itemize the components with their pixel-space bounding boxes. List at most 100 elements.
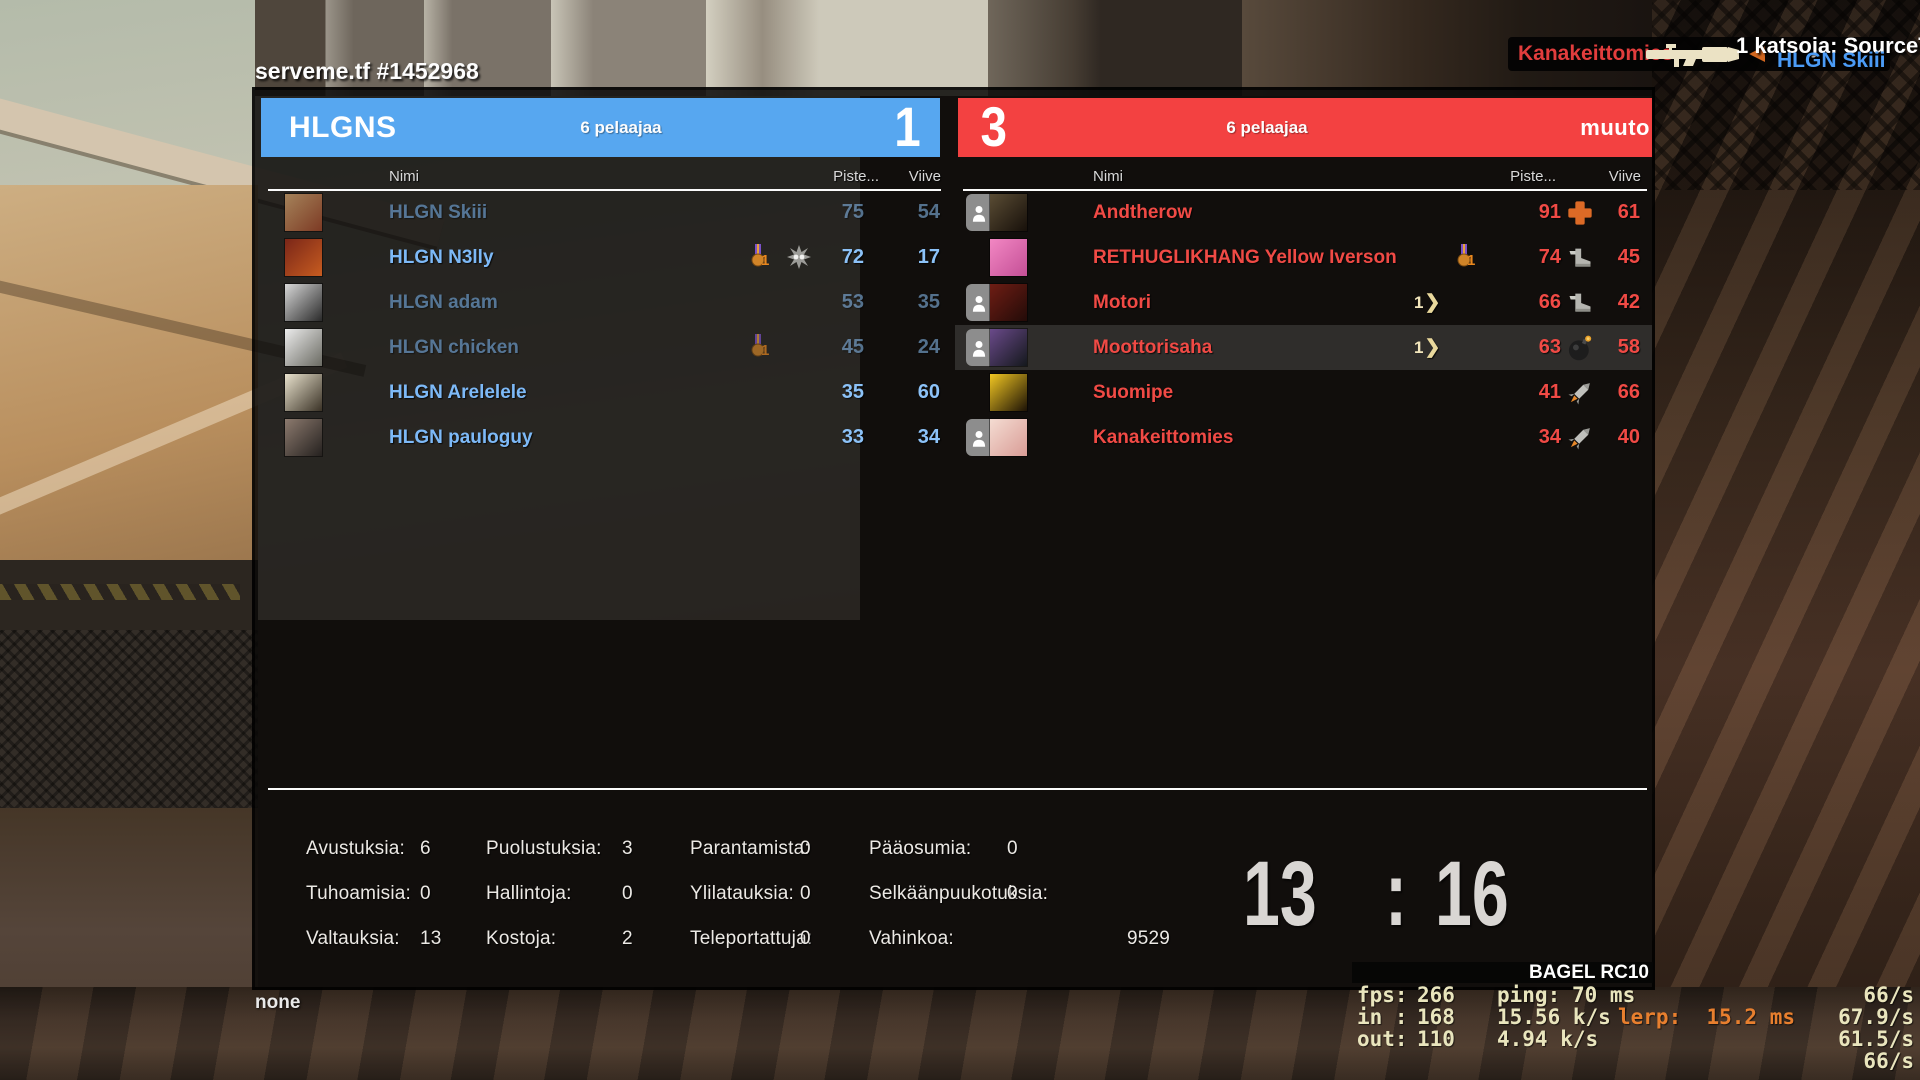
player-row[interactable]: HLGN adam 53 35 bbox=[255, 280, 954, 325]
player-name: Suomipe bbox=[1093, 382, 1174, 403]
netgraph-rate-3: 61.5/s bbox=[1838, 1027, 1914, 1051]
blu-score: 1 bbox=[894, 98, 921, 157]
netgraph-lerp: lerp: 15.2 ms bbox=[1618, 1005, 1796, 1029]
column-header-ping-red: Viive bbox=[1608, 168, 1641, 185]
domination-count: 1 bbox=[1414, 338, 1424, 357]
stat-label: Parantamista: bbox=[690, 838, 810, 859]
stat-value: 2 bbox=[622, 928, 633, 949]
blu-player-list: HLGN Skiii 75 54 HLGN N3lly 1 72 17 HL bbox=[255, 190, 954, 460]
player-points: 35 bbox=[841, 381, 864, 403]
player-row[interactable]: Suomipe 41 66 bbox=[955, 370, 1652, 415]
scoreboard-panel: HLGNS 6 pelaajaa 1 3 6 pelaajaa muuto Ni… bbox=[255, 90, 1652, 987]
column-header-name-red: Nimi bbox=[1093, 168, 1123, 185]
red-score: 3 bbox=[980, 98, 1007, 157]
medal-icon: 1 bbox=[1457, 244, 1475, 268]
default-avatar-silhouette-icon bbox=[966, 284, 992, 321]
netgraph-out-label: out: bbox=[1357, 1027, 1408, 1051]
timer-minutes: 13 bbox=[1243, 843, 1317, 945]
killfeed-entry: Kanakeittomies bbox=[1508, 37, 1890, 71]
player-ping: 42 bbox=[1617, 291, 1640, 313]
target-id-label: none bbox=[255, 992, 301, 1013]
player-ping: 60 bbox=[917, 381, 940, 403]
player-row[interactable]: Kanakeittomies 34 40 bbox=[955, 415, 1652, 460]
player-points: 33 bbox=[841, 426, 864, 448]
netgraph-out-rate: 4.94 k/s bbox=[1497, 1027, 1599, 1051]
player-ping: 45 bbox=[1617, 246, 1640, 268]
player-name: HLGN Skiii bbox=[389, 202, 488, 223]
player-row-spectated[interactable]: Moottorisaha 1 ❯ 63 58 bbox=[955, 325, 1652, 370]
medal-count: 1 bbox=[1467, 252, 1476, 269]
player-name: HLGN adam bbox=[389, 292, 498, 313]
soldier-class-icon bbox=[1566, 424, 1594, 452]
player-row[interactable]: Motori 1 ❯ 66 42 bbox=[955, 280, 1652, 325]
background-right-wall bbox=[1652, 0, 1920, 1080]
stat-value: 9529 bbox=[1127, 928, 1171, 949]
nemesis-burst-icon bbox=[787, 245, 811, 274]
player-row[interactable]: HLGN pauloguy 33 34 bbox=[255, 415, 954, 460]
player-ping: 17 bbox=[917, 246, 940, 268]
server-label: serveme.tf #1452968 bbox=[255, 58, 479, 84]
player-ping: 34 bbox=[917, 426, 940, 448]
stat-value: 6 bbox=[420, 838, 431, 859]
stat-value: 0 bbox=[622, 883, 633, 904]
background-grate bbox=[0, 630, 258, 810]
netgraph-rate-1: 66/s bbox=[1863, 983, 1914, 1007]
stat-label: Hallintoja: bbox=[486, 883, 572, 904]
player-points: 75 bbox=[841, 201, 864, 223]
player-row[interactable]: HLGN chicken 1 45 24 bbox=[255, 325, 954, 370]
red-team-name: muuto bbox=[1580, 115, 1650, 140]
stat-label: Avustuksia: bbox=[306, 838, 406, 859]
player-name: Motori bbox=[1093, 292, 1152, 313]
red-player-count: 6 pelaajaa bbox=[1226, 118, 1308, 137]
default-avatar-silhouette-icon bbox=[966, 194, 992, 231]
column-header-ping-blu: Viive bbox=[908, 168, 941, 185]
avatar bbox=[285, 284, 322, 321]
player-row[interactable]: RETHUGLIKHANG Yellow Iverson 1 74 45 bbox=[955, 235, 1652, 280]
stat-label: Pääosumia: bbox=[869, 838, 972, 859]
avatar bbox=[990, 194, 1027, 231]
background-floor-bottom bbox=[0, 987, 1920, 1080]
netgraph-rate-2: 67.9/s bbox=[1838, 1005, 1914, 1029]
player-row[interactable]: HLGN Arelelele 35 60 bbox=[255, 370, 954, 415]
netgraph-rate-4: 66/s bbox=[1863, 1049, 1914, 1073]
netgraph-in-rate: 15.56 k/s bbox=[1497, 1005, 1611, 1029]
stat-value: 0 bbox=[800, 883, 811, 904]
netgraph-fps-value: 266 bbox=[1417, 983, 1455, 1007]
player-name: HLGN Arelelele bbox=[389, 382, 527, 403]
player-row[interactable]: Andtherow 91 61 bbox=[955, 190, 1652, 235]
background-hazard-band bbox=[0, 560, 258, 630]
stat-label: Selkäänpuukotuksia: bbox=[869, 883, 1049, 904]
avatar bbox=[285, 194, 322, 231]
domination-icon: 1 ❯ bbox=[1414, 325, 1440, 370]
player-name: HLGN chicken bbox=[389, 337, 519, 358]
blu-team-header: HLGNS 6 pelaajaa 1 bbox=[261, 98, 940, 157]
stat-value: 0 bbox=[1007, 883, 1018, 904]
player-points: 66 bbox=[1538, 291, 1561, 313]
map-version-label: BAGEL RC10 bbox=[1528, 962, 1649, 983]
stat-label: Tuhoamisia: bbox=[306, 883, 411, 904]
column-header-name-blu: Nimi bbox=[389, 168, 419, 185]
divider bbox=[268, 788, 1647, 790]
player-ping: 35 bbox=[917, 291, 940, 313]
red-player-list: Andtherow 91 61 RETHUGLIKHANG Yellow Ive… bbox=[955, 190, 1652, 460]
stat-label: Vahinkoa: bbox=[869, 928, 954, 949]
scout-class-icon bbox=[1566, 244, 1594, 272]
avatar bbox=[285, 374, 322, 411]
timer-seconds: 16 bbox=[1435, 843, 1509, 945]
medic-class-icon bbox=[1566, 199, 1594, 227]
red-team-header: 3 6 pelaajaa muuto bbox=[958, 98, 1652, 157]
avatar bbox=[990, 239, 1027, 276]
player-ping: 40 bbox=[1617, 426, 1640, 448]
medal-icon: 1 bbox=[751, 244, 769, 268]
netgraph-out-value: 110 bbox=[1417, 1027, 1455, 1051]
player-ping: 58 bbox=[1617, 336, 1640, 358]
player-row[interactable]: HLGN Skiii 75 54 bbox=[255, 190, 954, 235]
stat-value: 0 bbox=[420, 883, 431, 904]
map-label-strip bbox=[1352, 962, 1653, 983]
medal-count: 1 bbox=[761, 342, 770, 359]
stats-row: Avustuksia: 6 Puolustuksia: 3 Parantamis… bbox=[255, 838, 1652, 864]
player-ping: 54 bbox=[917, 201, 940, 223]
player-row[interactable]: HLGN N3lly 1 72 17 bbox=[255, 235, 954, 280]
player-name: RETHUGLIKHANG Yellow Iverson bbox=[1093, 247, 1397, 268]
